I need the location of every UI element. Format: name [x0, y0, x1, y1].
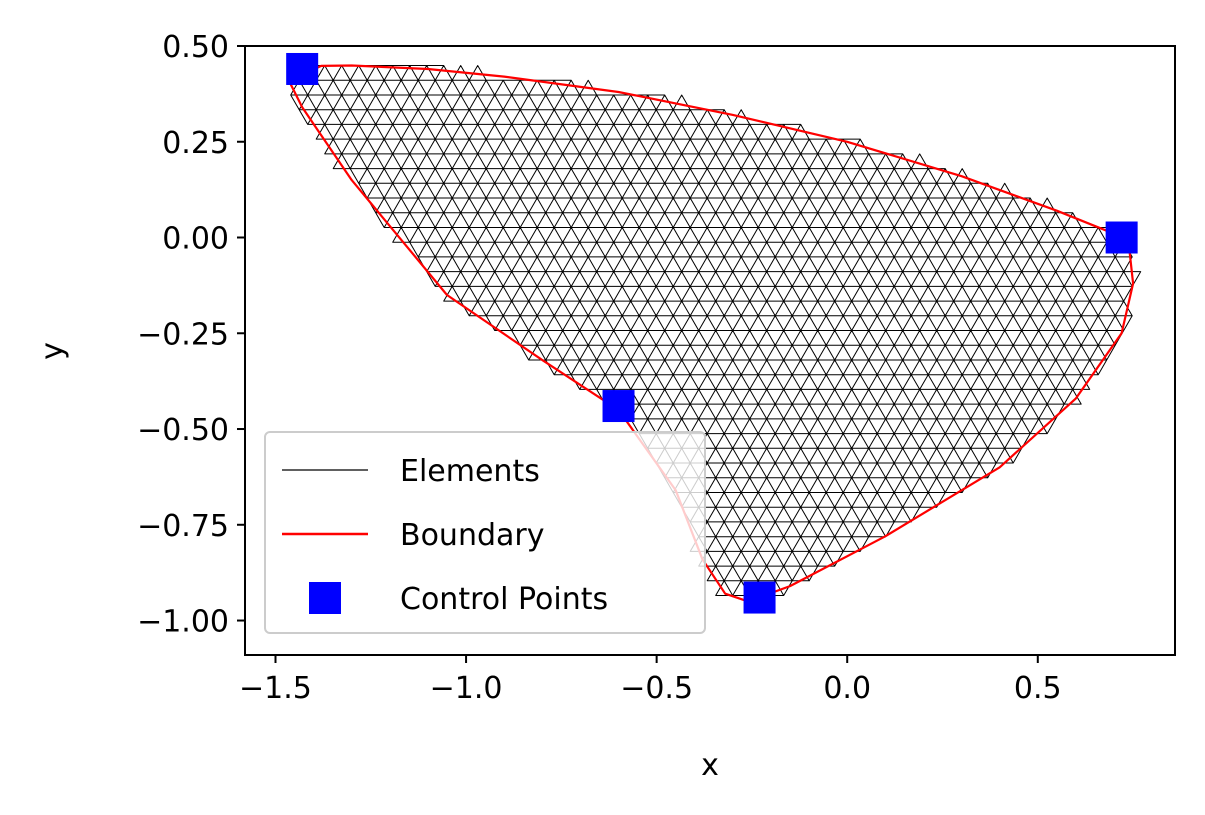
y-tick-label: 0.00	[162, 222, 229, 257]
x-tick-label: −1.5	[239, 671, 312, 706]
control-point	[1105, 221, 1138, 254]
control-point	[602, 390, 635, 423]
mesh-elements	[290, 65, 1142, 596]
plot-frame	[244, 45, 1176, 656]
control-points-layer	[286, 52, 1138, 614]
x-axis-label: x	[701, 748, 719, 783]
legend-swatch-control-points	[309, 582, 341, 614]
y-tick-label: 0.50	[162, 30, 229, 65]
legend-label-control-points: Control Points	[400, 582, 608, 617]
y-axis: 0.50 0.25 0.00 −0.25 −0.50 −0.75 −1.00	[137, 30, 245, 640]
x-tick-label: 0.0	[823, 671, 871, 706]
boundary-line	[289, 64, 1135, 603]
x-axis: −1.5 −1.0 −0.5 0.0 0.5	[239, 655, 1062, 706]
legend-label-boundary: Boundary	[400, 518, 544, 553]
control-point	[743, 581, 776, 614]
mesh-layer	[290, 65, 1142, 596]
y-tick-label: −0.50	[137, 413, 229, 448]
legend-box	[264, 431, 706, 634]
control-point	[286, 52, 319, 85]
boundary-layer	[289, 64, 1135, 603]
x-tick-label: −1.0	[430, 671, 503, 706]
y-tick-label: 0.25	[162, 126, 229, 161]
y-tick-label: −0.75	[137, 509, 229, 544]
x-tick-label: 0.5	[1014, 671, 1062, 706]
y-tick-label: −1.00	[137, 605, 229, 640]
legend-label-elements: Elements	[400, 454, 540, 489]
legend: Elements Boundary Control Points	[264, 431, 706, 634]
y-tick-label: −0.25	[137, 317, 229, 352]
x-tick-label: −0.5	[620, 671, 693, 706]
y-axis-label: y	[35, 342, 70, 360]
